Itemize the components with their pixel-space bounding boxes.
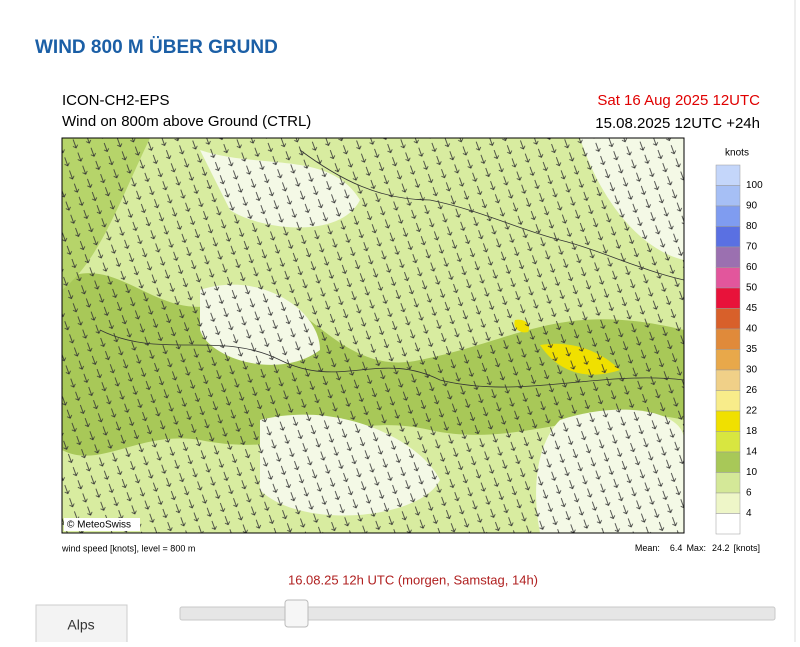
colorbar-label: 6 [746, 488, 752, 499]
colorbar-swatch [715, 451, 741, 473]
colorbar-swatch [715, 267, 741, 289]
colorbar-swatch [715, 410, 741, 432]
footnote: wind speed [knots], level = 800 m [61, 543, 195, 553]
page-title: WIND 800 M ÜBER GRUND [35, 37, 278, 58]
colorbar-swatch [715, 287, 741, 309]
colorbar-swatch [715, 349, 741, 371]
colorbar-label: 35 [746, 344, 758, 355]
valid-time: Sat 16 Aug 2025 12UTC [597, 92, 760, 109]
colorbar-label: 22 [746, 406, 758, 417]
mean-value: 6.4 [670, 543, 683, 553]
mean-label: Mean: [635, 543, 660, 553]
max-label: Max: [686, 543, 706, 553]
colorbar-swatch [715, 246, 741, 268]
chart-subtitle: Wind on 800m above Ground (CTRL) [62, 113, 311, 130]
colorbar-label: 4 [746, 508, 752, 519]
copyright-box [64, 518, 140, 531]
stats-unit: [knots] [733, 543, 760, 553]
colorbar-swatch [715, 205, 741, 227]
colorbar-swatch [715, 185, 741, 207]
map: © MeteoSwiss [62, 138, 684, 533]
colorbar: knots 100 90 80 70 60 50 45 40 35 30 26 22 18 14 10 6 4 [715, 148, 763, 535]
max-value: 24.2 [712, 543, 730, 553]
copyright: © MeteoSwiss [67, 520, 131, 531]
colorbar-swatch [715, 472, 741, 494]
colorbar-label: 70 [746, 242, 758, 253]
colorbar-label: 50 [746, 283, 758, 294]
colorbar-label: 80 [746, 221, 758, 232]
colorbar-label: 90 [746, 201, 758, 212]
colorbar-swatch [715, 390, 741, 412]
colorbar-label: 18 [746, 426, 758, 437]
region-button[interactable]: Alps [35, 604, 128, 646]
colorbar-label: 100 [746, 180, 763, 191]
colorbar-label: 30 [746, 365, 758, 376]
map-frame [61, 137, 685, 534]
colorbar-swatch [715, 431, 741, 453]
colorbar-unit: knots [725, 148, 749, 159]
slider-track[interactable] [179, 606, 776, 621]
colorbar-label: 14 [746, 447, 758, 458]
colorbar-label: 40 [746, 324, 758, 335]
colorbar-swatch [715, 226, 741, 248]
colorbar-swatch [715, 308, 741, 330]
colorbar-swatch [715, 164, 741, 186]
run-time: 15.08.2025 12UTC +24h [595, 115, 760, 132]
wind-arrows [62, 138, 684, 533]
colorbar-swatch [715, 492, 741, 514]
slider-thumb[interactable] [284, 599, 309, 628]
colorbar-label: 26 [746, 385, 758, 396]
colorbar-swatch [715, 369, 741, 391]
colorbar-swatch [715, 328, 741, 350]
timeline-label: 16.08.25 12h UTC (morgen, Samstag, 14h) [288, 572, 538, 587]
model-name: ICON-CH2-EPS [62, 92, 170, 109]
button-label: Alps [67, 617, 94, 633]
colorbar-label: 45 [746, 303, 758, 314]
colorbar-label: 60 [746, 262, 758, 273]
colorbar-label: 10 [746, 467, 758, 478]
colorbar-swatch [715, 513, 741, 535]
stats: Mean: 6.4 Max: 24.2 [knots] [635, 543, 760, 553]
